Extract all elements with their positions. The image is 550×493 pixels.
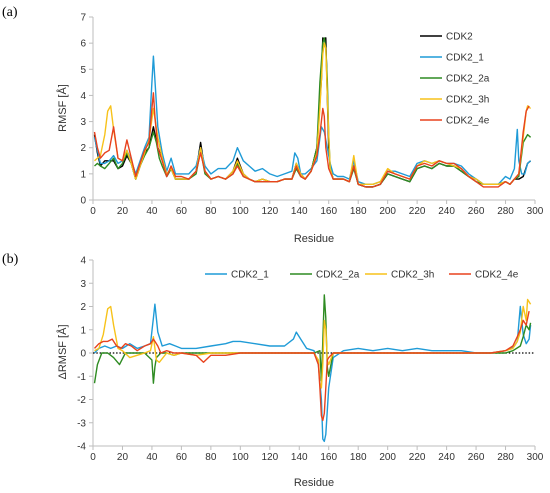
y-tick-label: 4 xyxy=(80,91,86,102)
x-tick-label: 200 xyxy=(379,452,396,463)
x-tick-label: 160 xyxy=(320,452,337,463)
x-tick-label: 200 xyxy=(379,206,396,217)
x-tick-label: 20 xyxy=(117,452,129,463)
x-tick-label: 140 xyxy=(291,452,308,463)
series-line-cdk2-3h xyxy=(94,298,532,389)
y-tick-label: 5 xyxy=(80,65,86,76)
legend-label: CDK2_2a xyxy=(446,74,490,85)
x-tick-label: 240 xyxy=(438,452,455,463)
y-tick-label: -1 xyxy=(77,372,86,383)
x-tick-label: 0 xyxy=(90,452,96,463)
x-tick-label: 80 xyxy=(205,452,217,463)
x-tick-label: 220 xyxy=(409,206,426,217)
x-tick-label: 120 xyxy=(261,452,278,463)
x-tick-label: 60 xyxy=(176,206,188,217)
x-tick-label: 20 xyxy=(117,206,129,217)
x-tick-label: 180 xyxy=(350,206,367,217)
y-tick-label: 6 xyxy=(80,39,86,50)
y-tick-label: 3 xyxy=(80,117,86,128)
x-tick-label: 280 xyxy=(497,452,514,463)
panel-b-series xyxy=(93,294,532,443)
y-tick-label: -3 xyxy=(77,418,86,429)
y-tick-label: 2 xyxy=(80,143,86,154)
y-tick-label: 1 xyxy=(80,325,86,336)
legend-label: CDK2_2a xyxy=(316,270,360,281)
y-tick-label: 0 xyxy=(80,196,86,207)
series-line-cdk2-4e xyxy=(93,92,530,188)
x-tick-label: 80 xyxy=(205,206,217,217)
y-tick-label: 7 xyxy=(80,13,86,24)
legend-label: CDK2_3h xyxy=(446,95,489,106)
y-tick-label: -4 xyxy=(77,442,86,453)
x-tick-label: 220 xyxy=(409,452,426,463)
legend-label: CDK2_1 xyxy=(231,270,269,281)
panel-a-axes: 0 1 2 3 4 5 6 7 0 20 40 60 80 100 120 140 160 180 200 220 24… xyxy=(80,13,543,218)
panel-b-ylabel: ΔRMSF [Å] xyxy=(56,324,69,379)
y-tick-label: 2 xyxy=(80,302,86,313)
legend-label: CDK2_4e xyxy=(446,116,490,127)
x-tick-label: 120 xyxy=(261,206,278,217)
y-tick-label: 1 xyxy=(80,169,86,180)
x-tick-label: 100 xyxy=(232,452,249,463)
x-tick-label: 140 xyxy=(291,206,308,217)
legend-label: CDK2_1 xyxy=(446,53,484,64)
legend-label: CDK2 xyxy=(446,32,473,43)
y-tick-label: 0 xyxy=(80,349,86,360)
x-tick-label: 300 xyxy=(527,206,544,217)
x-tick-label: 160 xyxy=(320,206,337,217)
panel-a-xlabel: Residue xyxy=(294,233,334,245)
x-tick-label: 260 xyxy=(468,452,485,463)
x-tick-label: 40 xyxy=(146,452,158,463)
legend-label: CDK2_4e xyxy=(475,270,519,281)
x-tick-label: 300 xyxy=(527,452,544,463)
x-tick-label: 60 xyxy=(176,452,188,463)
x-tick-label: 240 xyxy=(438,206,455,217)
panel-a-ylabel: RMSF [Å] xyxy=(56,84,69,132)
panel-a-label: (a) xyxy=(2,5,18,20)
y-tick-label: 3 xyxy=(80,279,86,290)
x-tick-label: 0 xyxy=(90,206,96,217)
series-line-cdk2-1 xyxy=(93,303,532,443)
series-line-cdk2-1 xyxy=(93,55,532,186)
x-tick-label: 40 xyxy=(146,206,158,217)
panel-a-series xyxy=(93,37,532,188)
x-tick-label: 260 xyxy=(468,206,485,217)
panel-b-label: (b) xyxy=(2,252,19,267)
y-tick-label: 4 xyxy=(80,256,86,267)
x-tick-label: 280 xyxy=(497,206,514,217)
panel-a-legend: CDK2 CDK2_1 CDK2_2a CDK2_3h CDK2_4e xyxy=(420,32,490,127)
panel-b-legend: CDK2_1 CDK2_2a CDK2_3h CDK2_4e xyxy=(205,270,519,281)
series-line-cdk2-4e xyxy=(93,310,530,422)
panel-a: (a) 0 1 2 3 4 5 6 7 0 20 40 60 80 100 120 140 160 180 200 2… xyxy=(2,5,544,245)
legend-label: CDK2_3h xyxy=(391,270,434,281)
panel-b-xlabel: Residue xyxy=(294,477,334,489)
x-tick-label: 180 xyxy=(350,452,367,463)
x-tick-label: 100 xyxy=(232,206,249,217)
y-tick-label: -2 xyxy=(77,395,86,406)
